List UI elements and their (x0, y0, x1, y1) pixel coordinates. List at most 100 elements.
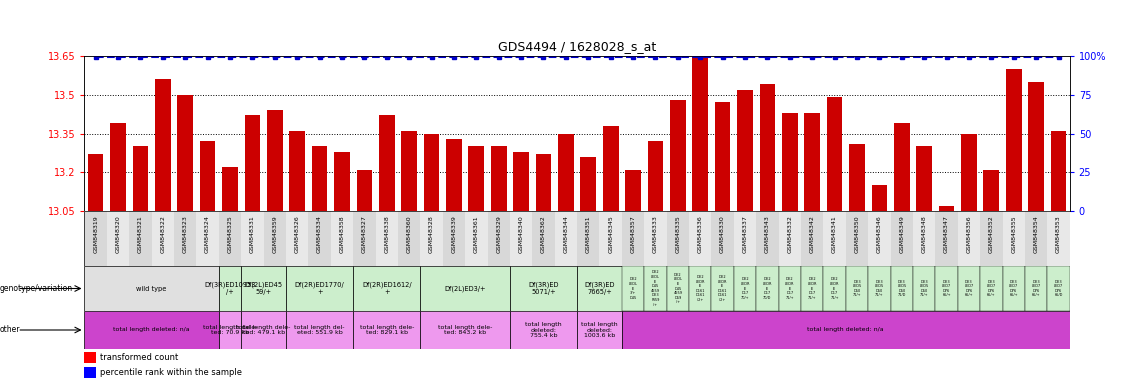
Bar (692, 48, 708, 211)
Text: total length
deleted:
1003.6 kb: total length deleted: 1003.6 kb (581, 322, 618, 338)
Bar (199, 141, 215, 211)
Text: GSM848350: GSM848350 (855, 215, 859, 253)
Text: GSM848361: GSM848361 (474, 215, 479, 253)
Text: Df(2
LEDR
IE
D17
71/+: Df(2 LEDR IE D17 71/+ (830, 277, 839, 300)
Text: total length dele-
ted: 70.9 kb: total length dele- ted: 70.9 kb (203, 324, 257, 335)
Text: GSM848353: GSM848353 (1056, 215, 1061, 253)
Text: GSM848324: GSM848324 (205, 215, 211, 253)
Bar (510, 211, 533, 266)
Text: Df(3
LED7
D76
65/+: Df(3 LED7 D76 65/+ (964, 280, 974, 297)
Text: GSM848342: GSM848342 (810, 215, 815, 253)
Bar (107, 211, 129, 266)
Bar (712, 211, 734, 266)
Bar (958, 266, 980, 311)
Bar (738, 89, 753, 211)
Bar (760, 84, 775, 211)
Text: Df(3R)ED10953
/+: Df(3R)ED10953 /+ (204, 282, 256, 295)
Bar (376, 211, 397, 266)
Text: GSM848331: GSM848331 (250, 215, 254, 253)
Text: GSM848343: GSM848343 (765, 215, 770, 253)
Text: Df(2
LEDR
IE
D17
71/+: Df(2 LEDR IE D17 71/+ (807, 277, 817, 300)
Bar (354, 311, 420, 349)
Bar (962, 134, 976, 211)
Text: transformed count: transformed count (100, 353, 178, 362)
Text: Df(3
LED5
D50
71/D: Df(3 LED5 D50 71/D (897, 280, 906, 297)
Bar (670, 100, 686, 211)
Bar (757, 211, 778, 266)
Bar (868, 266, 891, 311)
Bar (826, 97, 842, 211)
Bar (286, 211, 309, 266)
Bar (420, 211, 443, 266)
Bar (1028, 82, 1044, 211)
Text: GSM848337: GSM848337 (742, 215, 748, 253)
Bar (379, 116, 394, 211)
Bar (244, 116, 260, 211)
Text: GSM848328: GSM848328 (429, 215, 434, 253)
Bar (312, 146, 328, 211)
Text: GSM848362: GSM848362 (540, 215, 546, 253)
Bar (622, 266, 1070, 311)
Text: GSM848325: GSM848325 (227, 215, 232, 253)
Text: GSM848359: GSM848359 (272, 215, 277, 253)
Text: GSM848333: GSM848333 (653, 215, 658, 253)
Bar (218, 266, 241, 311)
Text: GSM848319: GSM848319 (93, 215, 98, 253)
Text: Df(3
LED7
D76
65/+: Df(3 LED7 D76 65/+ (1009, 280, 1018, 297)
Bar (1047, 211, 1070, 266)
Bar (936, 211, 958, 266)
Bar (913, 211, 936, 266)
Text: percentile rank within the sample: percentile rank within the sample (100, 368, 242, 377)
Bar (286, 266, 354, 311)
Text: Df(3
LED7
D76
65/+: Df(3 LED7 D76 65/+ (1031, 280, 1040, 297)
Bar (84, 311, 218, 349)
Bar (84, 367, 97, 377)
Text: Df(2
LEDR
IE
D17
70/D: Df(2 LEDR IE D17 70/D (762, 277, 772, 300)
Text: Df(2
LEDR
IE
D17
70/+: Df(2 LEDR IE D17 70/+ (740, 277, 750, 300)
Bar (488, 211, 510, 266)
Bar (443, 211, 465, 266)
Bar (263, 211, 286, 266)
Text: Df(3R)ED
7665/+: Df(3R)ED 7665/+ (584, 282, 615, 295)
Bar (734, 211, 757, 266)
Text: Df(2R)ED1770/
+: Df(2R)ED1770/ + (295, 282, 345, 295)
Bar (309, 211, 331, 266)
Bar (420, 311, 510, 349)
Text: GSM848330: GSM848330 (721, 215, 725, 253)
Bar (1002, 211, 1025, 266)
Text: GSM848329: GSM848329 (497, 215, 501, 253)
Bar (533, 211, 555, 266)
Text: other: other (0, 326, 20, 334)
Bar (513, 152, 529, 211)
Text: GSM848334: GSM848334 (318, 215, 322, 253)
Text: Df(3
LED5
D50
71/+: Df(3 LED5 D50 71/+ (852, 280, 861, 297)
Title: GDS4494 / 1628028_s_at: GDS4494 / 1628028_s_at (498, 40, 656, 53)
Text: GSM848358: GSM848358 (339, 215, 345, 253)
Text: Df(3
LED7
D76
65/+: Df(3 LED7 D76 65/+ (986, 280, 997, 297)
Bar (178, 95, 193, 211)
Bar (1025, 266, 1047, 311)
Bar (868, 211, 891, 266)
Bar (578, 211, 599, 266)
Text: Df(2
LEDR
IE
D161
D161
/2+: Df(2 LEDR IE D161 D161 /2+ (696, 275, 705, 302)
Bar (757, 266, 778, 311)
Text: GSM848335: GSM848335 (676, 215, 680, 253)
Text: Df(2R)ED1612/
+: Df(2R)ED1612/ + (361, 282, 412, 295)
Bar (667, 211, 689, 266)
Bar (980, 211, 1002, 266)
Bar (401, 131, 417, 211)
Text: Df(3
LED5
D50
71/+: Df(3 LED5 D50 71/+ (875, 280, 884, 297)
Text: Df(3R)ED
5071/+: Df(3R)ED 5071/+ (528, 282, 558, 295)
Bar (913, 266, 936, 311)
Bar (110, 123, 126, 211)
Text: Df(2
LEDL
IE
3/+
D45: Df(2 LEDL IE 3/+ D45 (628, 277, 637, 300)
Text: GSM848360: GSM848360 (406, 215, 412, 253)
Bar (354, 266, 420, 311)
Text: GSM848357: GSM848357 (631, 215, 635, 253)
Bar (894, 123, 910, 211)
Text: GSM848323: GSM848323 (182, 215, 188, 253)
Bar (1002, 266, 1025, 311)
Bar (175, 211, 196, 266)
Text: GSM848347: GSM848347 (944, 215, 949, 253)
Bar (88, 154, 104, 211)
